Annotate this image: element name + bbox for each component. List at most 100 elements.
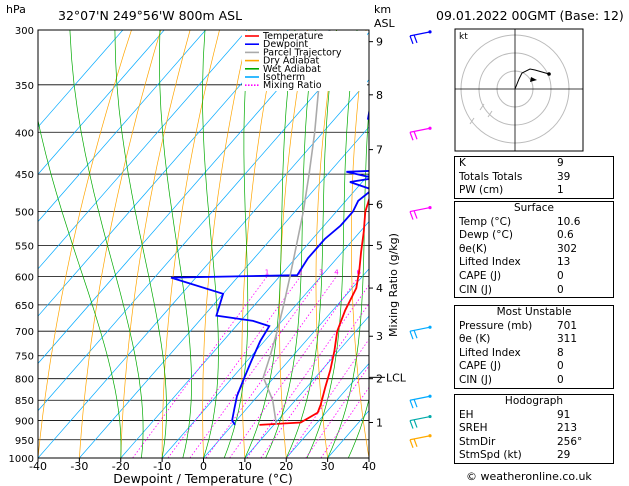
isotherm-line xyxy=(285,362,369,458)
wind-barb-icon xyxy=(409,326,431,332)
wind-barb-dot xyxy=(428,414,432,419)
hodograph-table: Hodograph EH 91 SREH 213 StmDir 256° StmSpd… xyxy=(454,394,614,464)
dry-adiabat-line xyxy=(315,30,338,458)
wind-barb-dot xyxy=(428,205,432,210)
pressure-tick-label: 550 xyxy=(15,241,34,252)
isotherm-line xyxy=(38,30,289,317)
km-tick-label: 4 xyxy=(376,282,383,295)
km-tick-label: 6 xyxy=(376,198,383,211)
wind-barb-flag xyxy=(413,131,418,140)
surface-row-temp: Temp (°C) 10.6 xyxy=(459,215,581,228)
hodograph-frame xyxy=(454,28,584,152)
wind-barb-flag xyxy=(409,132,414,141)
mixing-ratio-line xyxy=(205,276,337,458)
mixing-ratio-label: 8 xyxy=(373,268,377,276)
surface-row-dewp: Dewp (°C) 0.6 xyxy=(459,229,574,242)
km-tick-label: 9 xyxy=(376,36,383,49)
hodograph-trace xyxy=(514,68,550,90)
km-tick-label: 7 xyxy=(376,144,383,157)
hodograph-table-title: Hodograph xyxy=(504,395,564,407)
x-tick-label: 10 xyxy=(238,460,252,473)
most-unstable-title: Most Unstable xyxy=(496,306,572,318)
km-tick-label: 8 xyxy=(376,89,383,102)
wind-barb-flag xyxy=(409,439,414,448)
pressure-tick-label: 400 xyxy=(15,128,34,139)
mixing-ratio-label: 15 xyxy=(408,268,417,276)
mixing-ratio-line xyxy=(132,276,268,458)
wind-barb-icon xyxy=(409,127,431,133)
isotherm-line xyxy=(38,30,165,175)
dry-adiabat-line xyxy=(202,30,250,458)
surface-title: Surface xyxy=(513,202,554,214)
wet-adiabat-line xyxy=(69,30,144,458)
dry-adiabat-line xyxy=(38,30,132,458)
isotherm-line xyxy=(79,126,369,458)
wind-barb-flag xyxy=(409,330,414,340)
legend-background xyxy=(242,31,367,91)
x-axis-label: Dewpoint / Temperature (°C) xyxy=(113,471,292,486)
wet-adiabat-line xyxy=(306,30,358,458)
x-tick-label: -40 xyxy=(29,460,47,473)
temperature-trace xyxy=(259,196,369,426)
surface-table: Surface Temp (°C) 10.6 Dewp (°C) 0.6 θe(K)… xyxy=(454,201,614,299)
surface-row-cin: CIN (J) 0 xyxy=(459,283,564,296)
wind-barb-icon xyxy=(409,31,431,37)
wet-adiabat-line xyxy=(38,118,122,458)
hodograph-unit: kt xyxy=(459,32,468,42)
mixing-ratio-label: 2 xyxy=(298,268,302,276)
mixing-ratio-axis-label: Mixing Ratio (g/kg) xyxy=(387,233,400,337)
legend-entry: Dry Adiabat xyxy=(263,56,320,67)
mixing-ratio-line xyxy=(167,276,301,458)
km-tick-label: 2 xyxy=(376,373,383,386)
dry-adiabat-line xyxy=(419,30,452,458)
wind-barb-flag xyxy=(413,399,418,408)
wind-barb-dot xyxy=(428,325,432,329)
isotherm-line xyxy=(38,30,331,364)
dry-adiabat-line xyxy=(161,30,220,458)
wet-adiabat-line xyxy=(114,30,167,458)
hodo-row-stmdir: StmDir 256° xyxy=(459,435,583,448)
asl-label: ASL xyxy=(374,17,396,30)
pressure-tick-label: 450 xyxy=(15,170,34,181)
km-label: km xyxy=(374,3,391,16)
storm-motion-arrow-icon xyxy=(530,77,537,82)
pressure-tick-label: 300 xyxy=(15,26,34,37)
wind-barb-flag xyxy=(413,438,418,447)
x-tick-label: -20 xyxy=(112,460,130,473)
x-tick-label: -30 xyxy=(70,460,88,473)
location-title: 32°07'N 249°56'W 800m ASL xyxy=(58,8,242,23)
wind-barb-flag xyxy=(413,329,418,339)
wind-barb-icon xyxy=(409,415,431,422)
wind-barb-flag xyxy=(409,420,414,429)
legend-entry: Mixing Ratio xyxy=(263,80,322,91)
isotherm-line xyxy=(38,31,369,412)
x-tick-label: 20 xyxy=(279,460,293,473)
mu-row-thetae: θe (K) 311 xyxy=(459,333,578,346)
mu-row-cape: CAPE (J) 0 xyxy=(459,360,564,373)
wind-barb-flag xyxy=(409,211,414,220)
mu-row-li: Lifted Index 8 xyxy=(459,346,564,359)
x-tick-label: 30 xyxy=(321,460,335,473)
parcel-trajectory-trace xyxy=(262,30,331,426)
dry-adiabat-line xyxy=(79,30,162,458)
isotherm-line xyxy=(244,315,369,458)
wet-adiabat-line xyxy=(285,30,337,458)
x-tick-label: 0 xyxy=(200,460,207,473)
isotherm-line xyxy=(203,268,369,458)
hodograph-end-marker xyxy=(547,72,551,76)
wind-barb-flag xyxy=(413,419,418,428)
wind-barb-dot xyxy=(428,30,432,34)
wet-adiabat-line xyxy=(265,30,317,458)
indices-row-totals: Totals Totals 39 xyxy=(459,170,571,183)
pressure-tick-label: 500 xyxy=(15,208,34,219)
wind-barb-flag xyxy=(409,400,414,409)
wind-barb-flag xyxy=(413,210,418,219)
isotherm-line xyxy=(38,79,369,458)
wet-adiabat-line xyxy=(202,30,219,458)
wet-adiabat-line xyxy=(244,30,296,458)
pressure-tick-label: 700 xyxy=(15,327,34,338)
legend-entry: Isotherm xyxy=(263,72,305,83)
mixing-ratio-line xyxy=(229,276,360,458)
surface-row-cape: CAPE (J) 0 xyxy=(459,269,564,282)
